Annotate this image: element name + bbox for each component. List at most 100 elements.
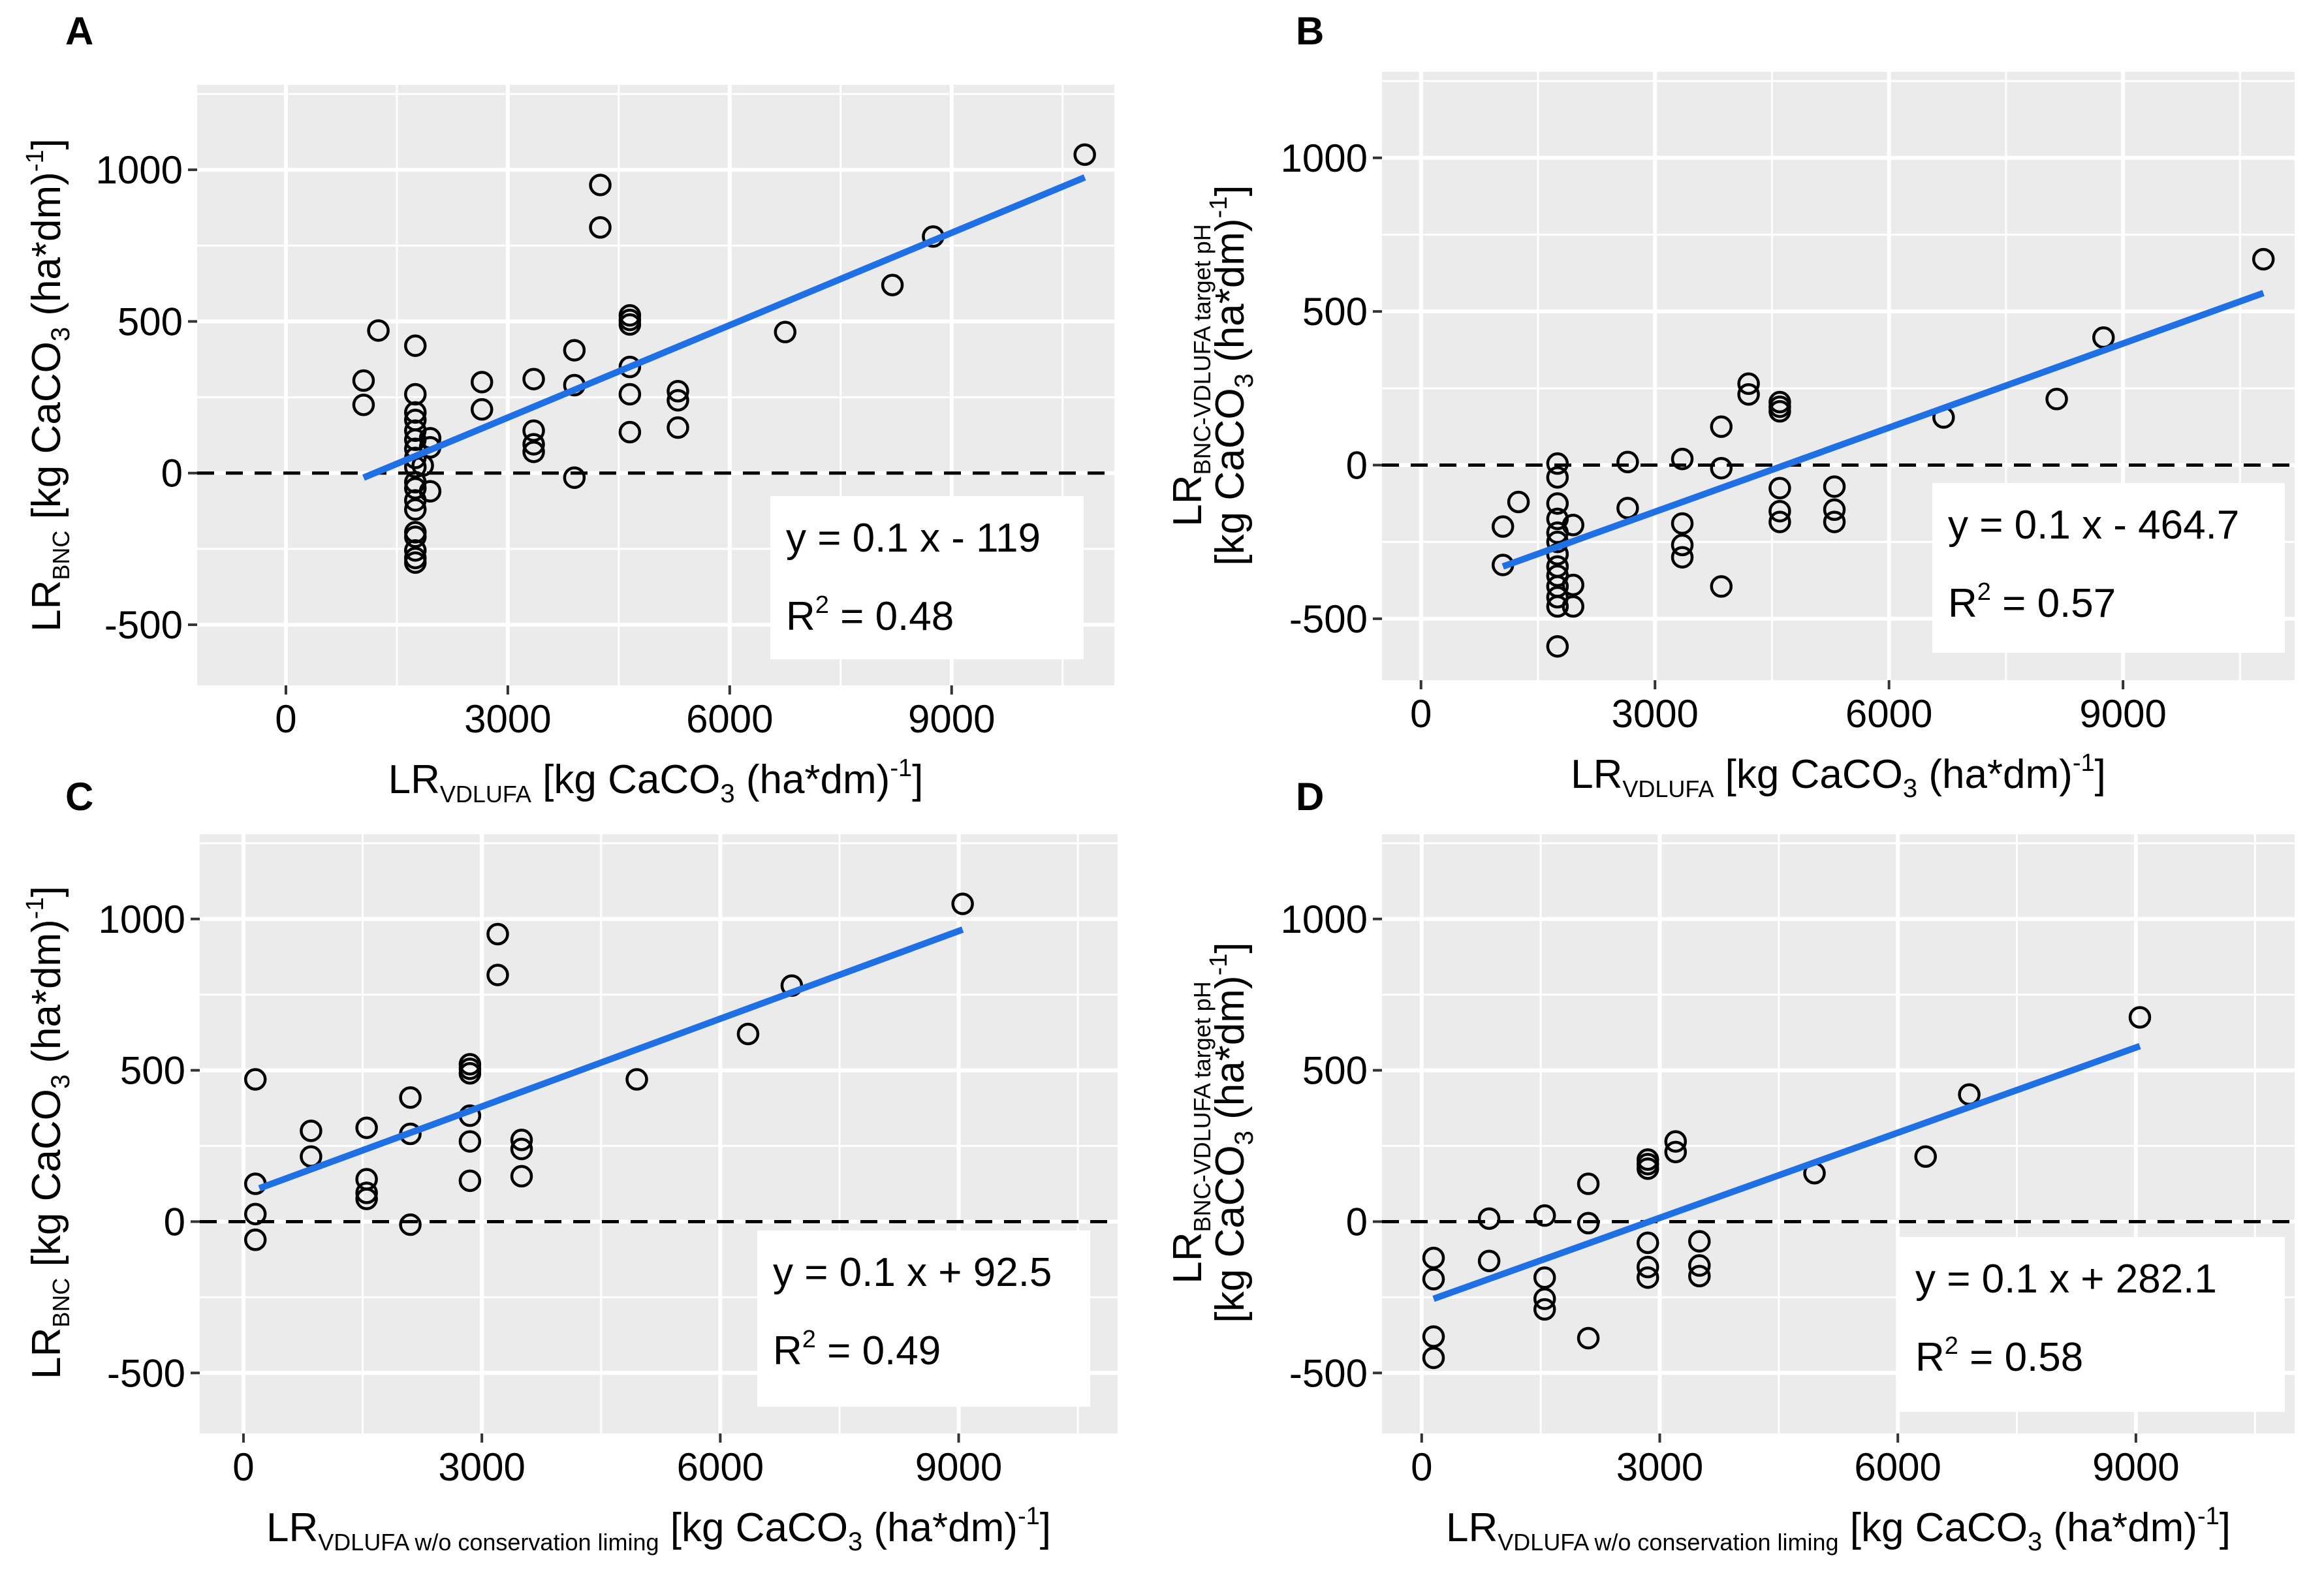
data-point — [522, 368, 545, 390]
data-point — [1477, 1207, 1501, 1230]
data-point — [1562, 514, 1584, 537]
regression-line — [258, 926, 964, 1192]
panel-d: D 0 3000 6000 9000 -500 0 500 1000 y = 0.1 x + 28… — [1165, 775, 2295, 1556]
data-point — [404, 539, 427, 562]
data-point — [1671, 546, 1694, 569]
x-axis-title: LRVDLUFA [kg CaCO3 (ha*dm)-1] — [388, 755, 924, 808]
y-axis-title-text: LRBNC [kg CaCO3 (ha*dm)-1] — [22, 138, 75, 632]
data-point — [510, 1137, 533, 1161]
y-tick-label: -500 — [1289, 1351, 1368, 1395]
data-point — [1710, 415, 1733, 438]
data-point — [1546, 466, 1569, 489]
y-tick-label: 1000 — [96, 148, 183, 192]
panel-letter: D — [1296, 775, 1324, 819]
y-tick-label: 500 — [118, 300, 183, 343]
y-tick-label: 0 — [1346, 444, 1368, 488]
data-point — [736, 1022, 760, 1046]
y-axis-title-text: LRBNC [kg CaCO3 (ha*dm)-1] — [22, 886, 75, 1379]
data-point — [625, 1068, 648, 1091]
data-point — [1577, 1212, 1600, 1235]
data-point — [1636, 1266, 1659, 1289]
data-point — [458, 1062, 482, 1085]
regression-equation: y = 0.1 x - 119 — [786, 516, 1041, 561]
data-point — [1636, 1255, 1659, 1279]
data-point — [404, 477, 427, 500]
y-tick-label: 500 — [1302, 290, 1368, 334]
data-point — [1073, 143, 1096, 166]
y-axis-title: LRBNC [kg CaCO3 (ha*dm)-1] — [22, 138, 75, 632]
x-tick-label: 0 — [275, 697, 296, 741]
data-point — [1533, 1266, 1556, 1289]
data-point — [1546, 634, 1569, 658]
data-point — [404, 334, 427, 357]
x-tick-label: 3000 — [1616, 1445, 1703, 1489]
data-point — [1422, 1268, 1445, 1291]
equation-box — [757, 1230, 1090, 1407]
y-tick-label: -500 — [104, 603, 183, 647]
data-point — [399, 1086, 422, 1109]
y-tick-label: 0 — [1346, 1200, 1368, 1244]
data-point — [1422, 1346, 1445, 1370]
data-point — [1546, 452, 1569, 475]
data-point — [1636, 1157, 1659, 1180]
data-point — [510, 1129, 533, 1151]
panel-c: C 0 3000 6000 9000 -500 0 500 1000 y = 0.1 x + 92… — [22, 775, 1118, 1556]
data-point — [563, 466, 586, 489]
data-point — [1671, 533, 1694, 557]
data-point — [458, 1130, 482, 1153]
data-point — [1671, 447, 1694, 471]
x-tick-label: 9000 — [2079, 692, 2166, 736]
y-axis-title: LRBNC-VDLUFA target pH[kg CaCO3 (ha*dm)-… — [1165, 942, 1259, 1323]
y-tick-label: -500 — [107, 1351, 185, 1395]
data-point — [243, 1202, 267, 1226]
y-axis-title: LRBNC [kg CaCO3 (ha*dm)-1] — [22, 886, 75, 1379]
data-point — [352, 369, 375, 392]
x-axis-title: LRVDLUFA w/o conservation liming [kg CaC… — [266, 1503, 1051, 1556]
data-point — [2128, 1006, 2152, 1029]
data-point — [1688, 1264, 1711, 1288]
data-point — [1577, 1326, 1600, 1350]
regression-equation: y = 0.1 x + 282.1 — [1915, 1257, 2217, 1302]
data-point — [1688, 1230, 1711, 1253]
data-point — [1422, 1246, 1445, 1270]
y-tick-label: -500 — [1289, 597, 1368, 641]
data-point — [1823, 510, 1846, 533]
y-axis-title-text: LRBNC-VDLUFA target pH — [1165, 224, 1216, 526]
data-point — [589, 174, 612, 196]
data-point — [1546, 595, 1569, 618]
data-point — [1688, 1254, 1711, 1277]
x-tick-label: 9000 — [908, 697, 995, 741]
data-point — [618, 355, 642, 379]
data-point — [1616, 450, 1639, 474]
x-tick-label: 9000 — [915, 1445, 1002, 1489]
data-point — [667, 380, 689, 403]
data-point — [522, 433, 545, 456]
data-point — [1664, 1130, 1688, 1153]
panel-letter: A — [65, 9, 93, 53]
x-axis-title: LRVDLUFA [kg CaCO3 (ha*dm)-1] — [1571, 749, 2106, 803]
x-tick-label: 0 — [232, 1445, 254, 1489]
y-tick-label: 1000 — [1281, 898, 1368, 941]
data-point — [1710, 575, 1733, 598]
data-point — [355, 1116, 378, 1139]
r-squared-label: R2 = 0.58 — [1915, 1332, 2083, 1380]
x-tick-label: 3000 — [438, 1445, 525, 1489]
data-point — [300, 1119, 322, 1142]
equation-box — [770, 496, 1084, 659]
x-tick-label: 6000 — [677, 1445, 764, 1489]
data-point — [881, 274, 904, 296]
data-point — [522, 440, 545, 463]
data-point — [1737, 383, 1760, 406]
data-point — [243, 1229, 267, 1251]
data-point — [1562, 573, 1584, 597]
data-point — [470, 398, 494, 421]
r-squared-label: R2 = 0.57 — [1948, 578, 2116, 626]
x-tick-label: 6000 — [1845, 692, 1932, 736]
data-point — [1768, 510, 1791, 533]
x-tick-label: 6000 — [1854, 1445, 1941, 1489]
x-tick-label: 3000 — [464, 697, 551, 741]
y-tick-label: 500 — [120, 1049, 185, 1093]
data-point — [486, 963, 509, 986]
panel-letter: B — [1296, 9, 1324, 53]
r-squared-label: R2 = 0.48 — [786, 591, 954, 639]
